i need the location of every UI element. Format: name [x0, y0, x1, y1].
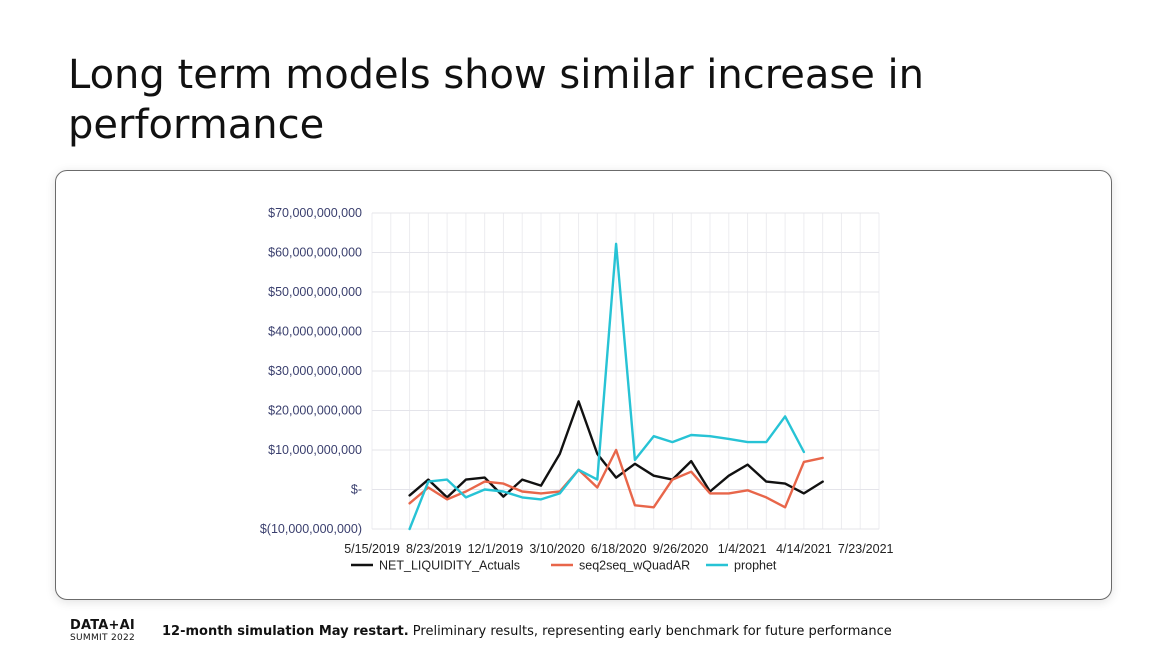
x-tick-label: 8/23/2019	[406, 542, 462, 556]
summit-logo: DATA+AI SUMMIT 2022	[70, 619, 150, 644]
x-tick-label: 6/18/2020	[591, 542, 647, 556]
series-line-seq2seq-wquadar	[408, 448, 824, 509]
footer-note: 12-month simulation May restart. Prelimi…	[162, 624, 892, 639]
y-tick-label: $(10,000,000,000)	[260, 522, 362, 536]
x-tick-label: 9/26/2020	[653, 542, 709, 556]
series-line-prophet	[408, 242, 806, 531]
x-tick-label: 5/15/2019	[344, 542, 400, 556]
x-tick-label: 7/23/2021	[838, 542, 894, 556]
y-tick-label: $10,000,000,000	[268, 443, 362, 457]
y-tick-label: $30,000,000,000	[268, 364, 362, 378]
footer-note-bold: 12-month simulation May restart.	[162, 624, 409, 639]
legend-label: seq2seq_wQuadAR	[579, 559, 690, 573]
chart-card: $70,000,000,000 $60,000,000,000 $50,000,00…	[55, 170, 1112, 600]
y-tick-label: $60,000,000,000	[268, 246, 362, 260]
y-tick-label: $20,000,000,000	[268, 404, 362, 418]
y-tick-label: $40,000,000,000	[268, 325, 362, 339]
y-tick-label: $50,000,000,000	[268, 285, 362, 299]
footer-note-rest: Preliminary results, representing early …	[408, 624, 892, 639]
slide-title: Long term models show similar increase i…	[68, 52, 925, 148]
logo-line2: SUMMIT 2022	[70, 633, 136, 643]
series-line-net-liquidity-actuals	[408, 400, 824, 499]
legend-label: prophet	[734, 559, 777, 573]
x-tick-label: 1/4/2021	[718, 542, 767, 556]
y-tick-label: $-	[351, 483, 362, 497]
x-tick-label: 3/10/2020	[529, 542, 585, 556]
logo-line1: DATA+AI	[70, 618, 135, 633]
line-chart: $70,000,000,000 $60,000,000,000 $50,000,00…	[260, 206, 894, 573]
x-tick-label: 4/14/2021	[776, 542, 832, 556]
x-tick-label: 12/1/2019	[468, 542, 524, 556]
legend-label: NET_LIQUIDITY_Actuals	[379, 559, 520, 573]
y-tick-label: $70,000,000,000	[268, 206, 362, 220]
